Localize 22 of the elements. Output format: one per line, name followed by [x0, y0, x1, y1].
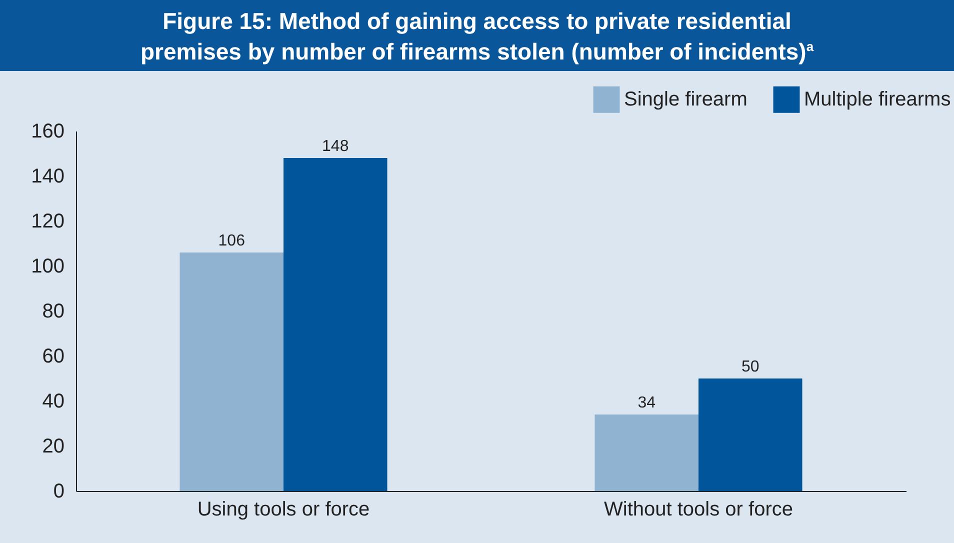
y-tick-label: 20 [42, 435, 64, 458]
bar [180, 252, 284, 491]
data-label: 50 [741, 358, 760, 376]
x-tick-label: Using tools or force [197, 498, 370, 520]
bar [698, 378, 802, 491]
y-tick-label: 100 [31, 255, 64, 278]
chart-title: Figure 15: Method of gaining access to private residential premises by number of firearms stolen (number of incidents)$^{a}$ [0, 0, 954, 71]
y-tick-label: 120 [31, 210, 64, 232]
y-tick-label: 40 [42, 390, 64, 412]
x-tick-label: Without tools or force [604, 498, 793, 520]
bar [594, 414, 698, 491]
y-tick-label: 140 [31, 165, 64, 188]
data-label: 148 [322, 138, 349, 155]
data-label: 106 [218, 232, 246, 250]
y-tick-label: 60 [42, 345, 64, 368]
y-tick-label: 80 [42, 300, 64, 322]
data-label: 34 [638, 394, 656, 412]
y-tick-label: 0 [53, 480, 64, 502]
legend-label: Single firearm [624, 88, 748, 110]
y-tick-label: 160 [31, 120, 64, 142]
bar [284, 158, 388, 491]
legend-label: Multiple firearms [804, 88, 951, 110]
